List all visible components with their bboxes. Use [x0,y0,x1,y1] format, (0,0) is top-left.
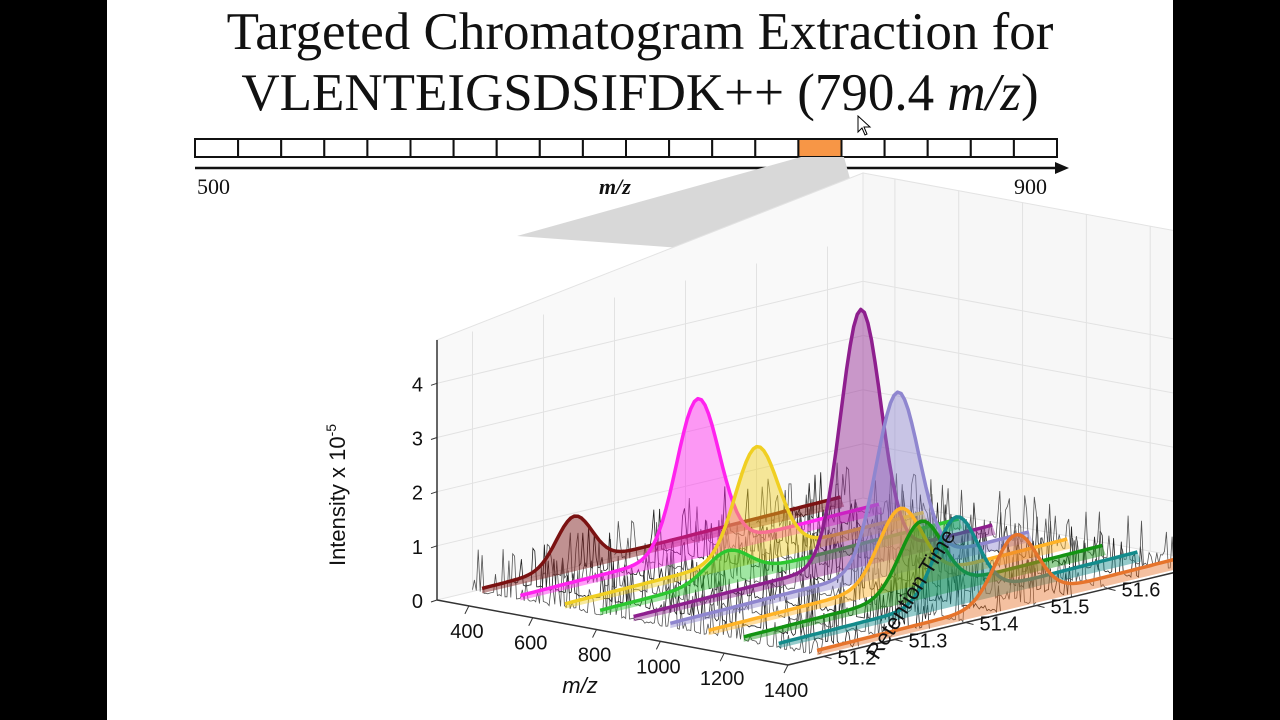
y-tick [1107,588,1116,591]
chromatogram-line [669,390,1030,625]
chromatogram-fill [670,392,1033,629]
x-tick-label: 800 [578,645,611,667]
z-tick [430,545,438,549]
chromatogram-fill [600,518,963,616]
slide-title-line-1: Targeted Chromatogram Extraction for [226,3,1054,61]
mz-scale-axis-label: m/z [599,174,631,199]
z-axis-title: Intensity x 10-5 [323,424,350,566]
slide: Targeted Chromatogram Extraction for VLE… [107,0,1173,720]
x-tick-label: 400 [450,621,483,643]
chromatogram-fill [778,516,1141,649]
y-tick [894,639,903,642]
chromatogram-line [816,533,1173,653]
z-tick-label: 1 [412,537,423,559]
y-tick [965,622,974,625]
spectrum-trace [578,527,930,629]
chromatogram-fill [482,497,845,594]
x-tick-label: 1200 [700,668,745,690]
chromatogram-fill [565,446,928,609]
mz-scale-max-label: 900 [1014,174,1047,199]
z-tick [430,491,438,495]
mouse-cursor-icon [857,115,872,136]
mz-axis-arrow [1055,162,1069,174]
mz-scale-bar [194,138,1069,174]
spectrum-trace [614,520,966,624]
z-tick-label: 4 [412,374,423,396]
x-tick [655,641,661,650]
y-tick-label: 51.6 [1122,580,1161,602]
chromatogram-3d-chart: 400 600 800 1000 1200 1400 51.2 51.3 51.4 51.5 51.… [323,157,1173,702]
z-gridline [436,280,1173,384]
peptide-label: VLENTEIGSDSIFDK++ (790.4 [241,64,948,122]
chromatogram-line [708,506,1068,633]
slide-title-line-2: VLENTEIGSDSIFDK++ (790.4 m/z) [107,67,1173,120]
x-axis-title: m/z [562,673,597,698]
chromatogram-line [778,515,1138,646]
mz-scale-segment [1012,138,1059,158]
z-tick-label: 3 [412,429,423,451]
chromatogram-line [519,396,880,598]
mz-unit: m/z [947,64,1022,122]
x-tick [719,652,725,662]
mz-scale-min-label: 500 [197,174,230,199]
z-gridline [436,443,1173,547]
z-tick-label: 2 [412,483,423,505]
x-tick-label: 1400 [764,680,809,702]
y-tick-label: 51.2 [838,648,877,670]
chromatogram-fill [817,534,1173,656]
y-tick-label: 51.4 [980,614,1019,636]
z-gridline [436,334,1173,438]
z-gridline [436,389,1173,493]
spectrum-trace [472,549,824,655]
y-axis-line [787,572,1173,666]
chromatogram-fill [520,398,883,601]
y-tick-label: 51.3 [909,631,948,653]
z-tick [430,437,438,440]
y-tick [823,656,832,659]
chromatogram-line [633,307,993,619]
x-tick-label: 1000 [636,656,681,678]
x-tick [528,617,534,626]
chromatogram-fill [708,508,1071,636]
chromatogram-line [481,495,842,591]
x-tick [592,629,597,638]
z-tick [430,599,438,603]
x-axis-line [436,599,789,666]
y-tick [1036,605,1045,608]
z-tick-label: 0 [412,591,423,613]
y-tick-label: 51.5 [1051,597,1090,619]
title-close-paren: ) [1021,64,1039,122]
z-tick [430,382,438,386]
x-tick-label: 600 [514,633,547,655]
chromatogram-line [599,517,960,612]
x-tick [464,605,470,615]
x-tick [783,664,789,674]
